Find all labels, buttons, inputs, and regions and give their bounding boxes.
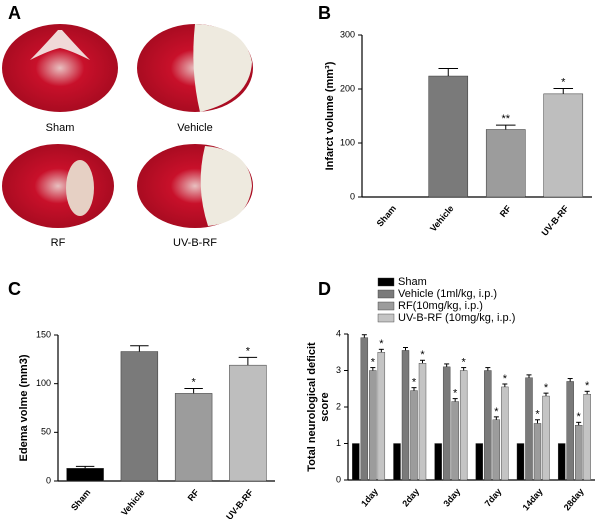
y-tick-label: 0 [350,191,355,201]
bar [492,419,501,481]
brain-slice [2,144,114,228]
bar [66,468,104,482]
y-tick-label: 3 [336,365,341,375]
significance: * [191,376,196,388]
significance: * [412,377,417,389]
significance: * [503,373,508,385]
bar [418,363,427,481]
y-tick-label: 50 [41,427,51,437]
x-tick-label: Sham [375,203,398,228]
bar [352,443,360,481]
slice-label: RF [51,237,66,249]
legend-swatch [377,313,395,323]
bar [525,377,533,481]
y-tick-label: 4 [336,328,341,338]
bar [360,337,369,481]
slice-label: UV-B-RF [173,237,217,249]
bar [459,370,468,481]
x-tick-label: 14day [521,486,545,512]
significance: * [420,349,425,361]
significance: * [462,356,467,368]
legend-label: Vehicle (1ml/kg, i.p.) [398,288,497,300]
bar [401,350,410,481]
bar [475,443,484,481]
y-axis-label: Edema volme (mm3) [18,354,30,461]
bar [542,395,550,481]
bar [174,393,213,482]
significance: * [577,411,582,423]
x-tick-label: Vehicle [428,203,456,233]
y-tick-label: 1 [336,438,341,448]
significance: * [246,345,251,357]
y-axis-label: score [319,392,331,421]
y-tick-label: 0 [336,474,341,484]
x-tick-label: 1day [359,486,380,508]
bar [583,394,591,481]
x-tick-label: UV-B-RF [224,487,255,519]
significance: * [561,76,566,88]
bar [566,381,574,481]
bar [516,443,525,481]
legend-swatch [377,277,395,287]
y-tick-label: 100 [36,378,51,388]
x-tick-label: RF [186,487,202,503]
legend-swatch [377,301,395,311]
legend-label: Sham [398,276,427,288]
bar [501,386,509,481]
y-tick-label: 300 [340,29,355,39]
y-tick-label: 150 [36,329,51,339]
y-axis-label: Infarct volume (mm³) [324,61,336,170]
slice-label: Sham [46,122,75,134]
x-tick-label: 7day [483,486,504,508]
significance: * [494,406,499,418]
y-axis-label: Total neurological deficit [306,342,318,472]
significance: * [535,409,540,421]
bar [428,75,469,198]
bar [574,425,583,481]
panel-letter: D [318,279,331,299]
bar [484,370,492,481]
bar [377,352,386,481]
x-tick-label: Vehicle [119,487,147,517]
significance: * [371,356,376,368]
panel-letter: C [8,279,21,299]
panel-letter: A [8,3,21,23]
bar [393,443,401,481]
legend-label: RF(10mg/kg, i.p.) [398,300,483,312]
significance: * [453,388,458,400]
panel-letter: B [318,3,331,23]
x-tick-label: UV-B-RF [539,203,570,238]
significance: * [585,380,590,392]
y-tick-label: 200 [340,83,355,93]
y-tick-label: 2 [336,401,341,411]
significance: * [379,338,384,350]
bar [485,129,526,198]
bar [533,423,542,481]
brain-slice [2,24,118,112]
significance: * [544,382,549,394]
bar [410,390,418,481]
y-tick-label: 100 [340,137,355,147]
bar [120,351,159,482]
legend-swatch [377,289,395,299]
brain-slice [137,24,253,112]
brain-slice [137,144,253,228]
bar [434,443,442,481]
bar [557,443,566,481]
y-tick-label: 0 [46,475,51,485]
bar [229,364,267,482]
x-tick-label: RF [498,203,514,219]
bar [451,401,459,481]
x-tick-label: 2day [400,486,421,508]
bar [369,370,377,481]
bar [442,366,451,481]
x-tick-label: 28day [562,486,586,512]
bar [543,93,584,198]
x-tick-label: 3day [441,486,462,508]
slice-label: Vehicle [177,122,212,134]
x-tick-label: Sham [69,487,92,512]
legend-label: UV-B-RF (10mg/kg, i.p.) [398,312,515,324]
significance: ** [501,113,510,125]
